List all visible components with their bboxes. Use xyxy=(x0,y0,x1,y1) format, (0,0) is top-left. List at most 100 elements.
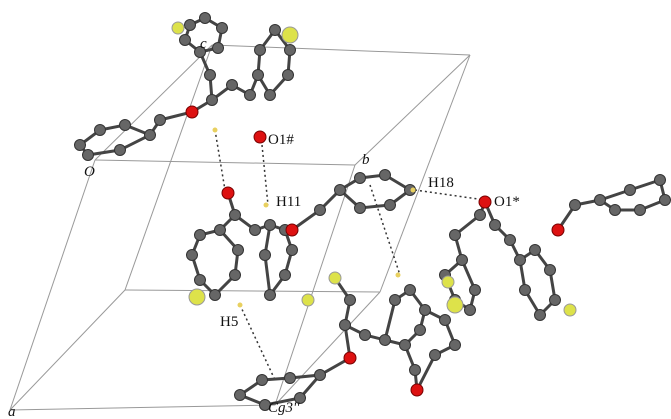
carbon-atom xyxy=(245,90,256,101)
carbon-atom xyxy=(545,265,556,276)
bond xyxy=(455,202,555,315)
carbon-atom xyxy=(345,295,356,306)
cell-edge xyxy=(95,45,212,160)
bond xyxy=(200,30,290,100)
contact xyxy=(415,190,485,200)
cell-edge xyxy=(95,160,355,165)
carbon-atom xyxy=(430,350,441,361)
carbon-atom xyxy=(213,43,224,54)
carbon-atom xyxy=(185,20,196,31)
chlorine-atom xyxy=(329,272,341,284)
carbon-atom xyxy=(520,285,531,296)
carbon-atom xyxy=(390,295,401,306)
chlorine-atom xyxy=(302,294,314,306)
chlorine-atom xyxy=(172,22,184,34)
oxygen-atom xyxy=(286,224,298,236)
carbon-atom xyxy=(180,35,191,46)
atom-label: O1# xyxy=(268,132,294,148)
carbon-atom xyxy=(217,23,228,34)
carbon-atom xyxy=(660,195,671,206)
axis-label: c xyxy=(200,36,207,52)
carbon-atom xyxy=(195,275,206,286)
carbon-atom xyxy=(270,25,281,36)
carbon-atom xyxy=(257,375,268,386)
carbon-atom xyxy=(187,250,198,261)
hydrogen-atom xyxy=(264,203,269,208)
carbon-atom xyxy=(595,195,606,206)
cell-edge xyxy=(275,292,380,405)
chlorine-atom xyxy=(564,304,576,316)
contact xyxy=(215,130,225,190)
carbon-atom xyxy=(155,115,166,126)
carbon-atom xyxy=(200,13,211,24)
carbon-atom xyxy=(265,220,276,231)
carbon-atom xyxy=(400,340,411,351)
axis-label: b xyxy=(362,152,370,168)
axis-label: a xyxy=(8,404,16,419)
carbon-atom xyxy=(265,90,276,101)
carbon-atom xyxy=(340,320,351,331)
carbon-atom xyxy=(550,295,561,306)
carbon-atom xyxy=(207,95,218,106)
carbon-atom xyxy=(83,150,94,161)
carbon-atom xyxy=(287,245,298,256)
carbon-atom xyxy=(285,373,296,384)
carbon-atom xyxy=(315,205,326,216)
oxygen-atom xyxy=(254,131,266,143)
oxygen-atom xyxy=(222,187,234,199)
chlorine-atom xyxy=(447,297,463,313)
cell-edge xyxy=(212,45,470,55)
atom-label: O1* xyxy=(494,194,520,210)
molecules xyxy=(75,13,671,411)
carbon-atom xyxy=(655,175,666,186)
cell-edge xyxy=(355,55,470,165)
chlorine-atom xyxy=(189,289,205,305)
oxygen-atom xyxy=(186,106,198,118)
carbon-atom xyxy=(570,200,581,211)
carbon-atom xyxy=(450,230,461,241)
carbon-atom xyxy=(205,70,216,81)
carbon-atom xyxy=(265,290,276,301)
hydrogen-atom xyxy=(396,273,401,278)
hydrogen-atom xyxy=(238,303,243,308)
carbon-atom xyxy=(255,45,266,56)
carbon-atom xyxy=(215,225,226,236)
chlorine-atom xyxy=(282,27,298,43)
carbon-atom xyxy=(380,335,391,346)
cell-edge xyxy=(10,290,125,410)
atom-label: H5 xyxy=(220,314,238,330)
carbon-atom xyxy=(115,145,126,156)
carbon-atom xyxy=(610,205,621,216)
carbon-atom xyxy=(280,270,291,281)
carbon-atom xyxy=(315,370,326,381)
hydrogen-bonds xyxy=(215,130,485,380)
hydrogen-atom xyxy=(411,188,416,193)
carbon-atom xyxy=(230,210,241,221)
carbon-atom xyxy=(385,200,396,211)
atom-label: H11 xyxy=(276,194,301,210)
carbon-atom xyxy=(530,245,541,256)
carbon-atom xyxy=(625,185,636,196)
carbon-atom xyxy=(635,205,646,216)
carbon-atom xyxy=(505,235,516,246)
carbon-atom xyxy=(235,390,246,401)
carbon-atom xyxy=(75,140,86,151)
oxygen-atom xyxy=(411,384,423,396)
chlorine-atom xyxy=(442,276,454,288)
carbon-atom xyxy=(415,325,426,336)
cell-edge xyxy=(10,405,275,410)
carbon-atom xyxy=(360,330,371,341)
carbon-atom xyxy=(335,185,346,196)
carbon-atom xyxy=(380,170,391,181)
carbon-atom xyxy=(355,203,366,214)
carbon-atom xyxy=(285,45,296,56)
carbon-atom xyxy=(420,305,431,316)
carbon-atom xyxy=(230,270,241,281)
crystal-packing-diagram: c O b a O1# H11 H18 O1* H5 Cg3'' xyxy=(0,0,671,419)
contact xyxy=(262,145,268,205)
carbon-atom xyxy=(95,125,106,136)
contact xyxy=(240,305,275,380)
atom-label: H18 xyxy=(428,175,454,191)
carbon-atom xyxy=(253,70,264,81)
carbon-atom xyxy=(535,310,546,321)
